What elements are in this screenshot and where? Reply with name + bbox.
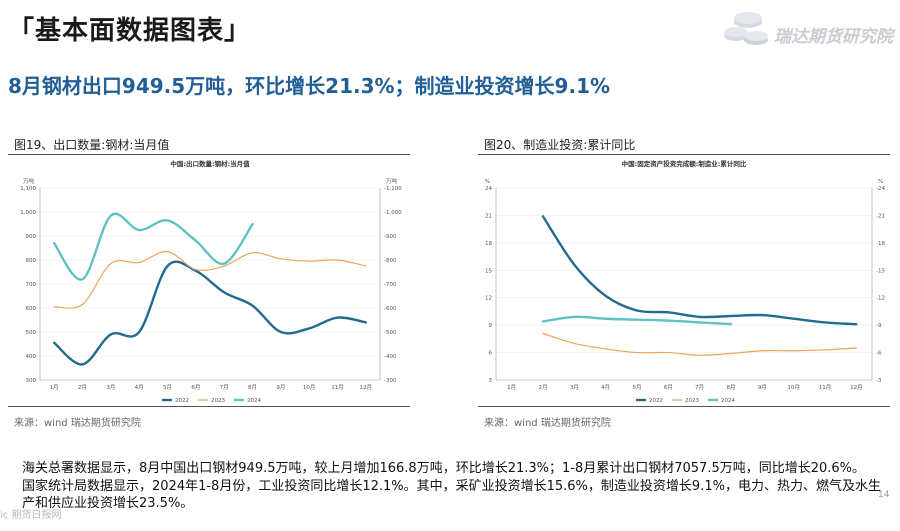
x-tick-label: 5月	[163, 384, 172, 391]
x-tick-label: 3月	[106, 384, 115, 391]
legend-label-2022: 2022	[649, 398, 663, 404]
y-tick-label-left: 1,100	[20, 186, 36, 192]
y-tick-label-right: -9	[876, 323, 882, 329]
x-tick-label: 8月	[727, 384, 736, 391]
y-tick-label-left: 600	[26, 306, 37, 312]
headline: 8月钢材出口949.5万吨，环比增长21.3%；制造业投资增长9.1%	[8, 74, 611, 98]
unit-label-left: %	[485, 179, 490, 185]
coins-icon	[724, 12, 768, 45]
y-tick-label-left: 1,000	[20, 210, 36, 216]
x-tick-label: 9月	[276, 384, 285, 391]
x-tick-label: 4月	[135, 384, 144, 391]
y-tick-label-left: 12	[485, 296, 492, 302]
unit-label-right: %	[878, 179, 883, 185]
y-tick-label-right: -24	[876, 186, 885, 192]
unit-label-left: 万吨	[23, 177, 35, 185]
legend-label-2023: 2023	[211, 398, 225, 404]
y-tick-label-left: 9	[489, 323, 493, 329]
series-line-2024	[52, 212, 254, 281]
legend-label-2022: 2022	[175, 398, 189, 404]
y-tick-label-right: -3	[876, 378, 882, 384]
source-note: 来源：wind 瑞达期货研究院	[484, 418, 611, 429]
x-tick-label: 11月	[331, 384, 344, 391]
y-tick-label-left: 400	[26, 354, 37, 360]
unit-label-right: 万吨	[386, 177, 398, 185]
y-tick-label-left: 15	[485, 268, 492, 274]
x-tick-label: 3月	[570, 384, 579, 391]
x-tick-label: 7月	[695, 384, 704, 391]
manufacturing-investment-chart: 中国:固定资产投资完成额:制造业:累计同比% % 3 -3 6 -6 9 -9 12 -12 15 -…	[485, 159, 886, 404]
y-tick-label-right: -400	[384, 354, 397, 360]
y-tick-label-right: -1,100	[384, 186, 402, 192]
x-tick-label: 12月	[850, 384, 863, 391]
y-tick-label-right: -600	[384, 306, 397, 312]
legend-label-2024: 2024	[721, 398, 735, 404]
x-tick-label: 12月	[360, 384, 373, 391]
y-tick-label-right: -12	[876, 296, 885, 302]
x-tick-label: 6月	[664, 384, 673, 391]
y-tick-label-left: 6	[489, 351, 493, 357]
x-tick-label: 9月	[758, 384, 767, 391]
x-tick-label: 8月	[248, 384, 257, 391]
panel-title: 图19、出口数量:钢材:当月值	[14, 138, 170, 152]
y-tick-label-right: -1,000	[384, 210, 402, 216]
y-tick-label-left: 18	[485, 241, 492, 247]
x-tick-label: 1月	[507, 384, 516, 391]
y-tick-label-left: 3	[489, 378, 493, 384]
watermark: ic 期货日报网	[0, 510, 62, 521]
divider	[8, 406, 410, 407]
page-number: 14	[878, 490, 890, 500]
legend-label-2024: 2024	[247, 398, 261, 404]
y-tick-label-left: 800	[26, 258, 37, 264]
y-tick-label-left: 700	[26, 282, 37, 288]
logo-text: 瑞达期货研究院	[774, 27, 893, 47]
x-tick-label: 6月	[191, 384, 200, 391]
y-tick-label-right: -21	[876, 213, 885, 219]
series-line-2024	[541, 315, 733, 326]
x-tick-label: 1月	[50, 384, 59, 391]
x-tick-label: 10月	[787, 384, 800, 391]
y-tick-label-right: -900	[384, 234, 397, 240]
x-tick-label: 2月	[539, 384, 548, 391]
y-tick-label-left: 24	[485, 186, 492, 192]
series-line-2023	[53, 250, 367, 309]
series-line-2023	[542, 332, 857, 356]
y-tick-label-right: -500	[384, 330, 397, 336]
x-tick-label: 4月	[601, 384, 610, 391]
legend-label-2023: 2023	[685, 398, 699, 404]
x-tick-label: 11月	[819, 384, 832, 391]
y-tick-label-left: 500	[26, 330, 37, 336]
series-line-2022	[52, 260, 368, 366]
x-tick-label: 2月	[78, 384, 87, 391]
analysis-text: 海关总署数据显示，8月中国出口钢材949.5万吨，较上月增加166.8万吨，环比…	[22, 460, 892, 513]
x-tick-label: 7月	[220, 384, 229, 391]
chart-title: 中国:出口数量:钢材:当月值	[170, 159, 250, 168]
page-title: 「基本面数据图表」	[8, 16, 252, 46]
y-tick-label-right: -15	[876, 268, 885, 274]
x-tick-label: 5月	[633, 384, 642, 391]
y-tick-label-right: -700	[384, 282, 397, 288]
paragraph-investment: 国家统计局数据显示，2024年1-8月份，工业投资同比增长12.1%。其中，采矿…	[22, 479, 881, 511]
y-tick-label-right: -300	[384, 378, 397, 384]
panel-manufacturing-investment: 图20、制造业投资:累计同比 中国:固定资产投资完成额:制造业:累计同比%% 3 -…	[478, 132, 890, 432]
paragraph-steel-export: 海关总署数据显示，8月中国出口钢材949.5万吨，较上月增加166.8万吨，环比…	[22, 461, 866, 476]
y-tick-label-right: -18	[876, 241, 885, 247]
y-tick-label-left: 21	[485, 213, 492, 219]
divider	[478, 406, 890, 407]
y-tick-label-right: -6	[876, 351, 882, 357]
panel-title: 图20、制造业投资:累计同比	[484, 138, 636, 152]
source-note: 来源：wind 瑞达期货研究院	[14, 418, 141, 429]
y-tick-label-left: 900	[26, 234, 37, 240]
brand-logo: 瑞达期货研究院	[722, 8, 893, 52]
series-line-2022	[541, 215, 858, 326]
x-tick-label: 10月	[303, 384, 316, 391]
y-tick-label-right: -800	[384, 258, 397, 264]
chart-title: 中国:固定资产投资完成额:制造业:累计同比	[622, 159, 747, 168]
y-tick-label-left: 300	[26, 378, 37, 384]
panel-steel-export: 图19、出口数量:钢材:当月值 中国:出口数量:钢材:当月值万吨 万吨 300 -30…	[8, 132, 410, 432]
divider	[478, 154, 890, 155]
divider	[8, 154, 410, 155]
